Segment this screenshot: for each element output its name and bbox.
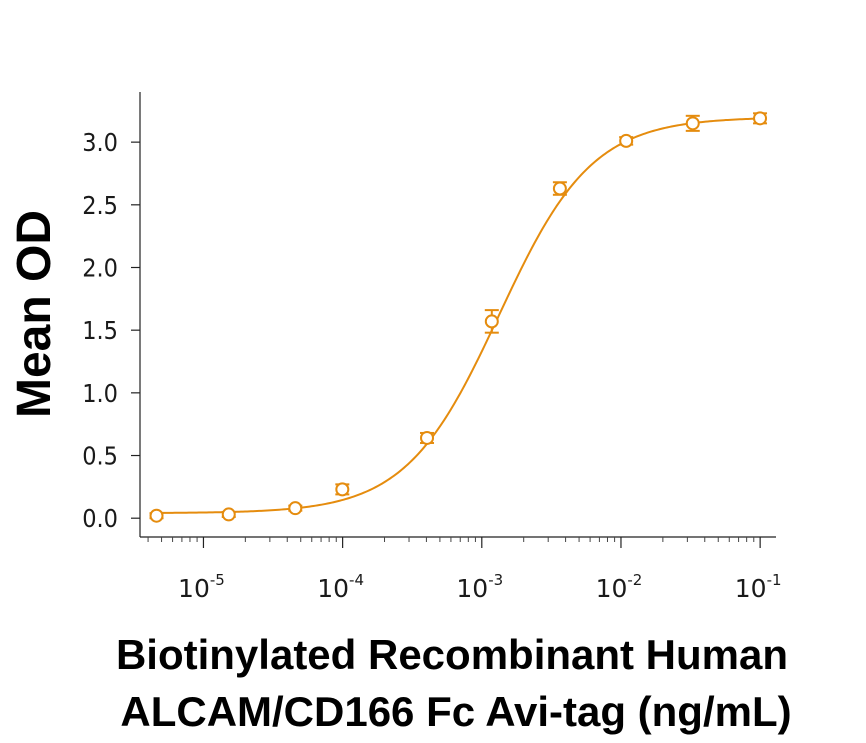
- point-marker: [753, 111, 768, 126]
- x-tick-label: 10-3: [456, 571, 503, 603]
- point-marker: [484, 314, 499, 329]
- data-point: [288, 501, 303, 516]
- data-point: [335, 482, 350, 497]
- data-point: [753, 111, 768, 126]
- point-marker: [335, 482, 350, 497]
- data-points: [149, 111, 768, 523]
- point-marker: [619, 133, 634, 148]
- y-tick-label: 1.5: [82, 316, 118, 345]
- y-ticks: 0.0 0.5 1.0 1.5 2.0 2.5 3.0: [82, 128, 140, 533]
- point-marker: [420, 430, 435, 445]
- data-point: [552, 181, 567, 196]
- axes: [139, 92, 776, 538]
- fit-curve: [156, 117, 761, 514]
- data-point: [149, 508, 164, 523]
- y-tick-label: 2.0: [82, 253, 118, 282]
- data-point: [685, 114, 700, 132]
- x-axis-title-line-1: Biotinylated Recombinant Human: [116, 631, 788, 678]
- x-ticks: 10-5 10-4 10-3 10-2 10-1: [147, 537, 782, 603]
- data-point: [484, 309, 499, 334]
- y-tick-label: 0.0: [82, 504, 118, 533]
- data-point: [221, 507, 236, 522]
- data-point: [619, 133, 634, 148]
- x-tick-label: 10-1: [735, 571, 782, 603]
- data-point: [420, 430, 435, 445]
- y-axis-title: Mean OD: [8, 210, 61, 418]
- point-marker: [552, 181, 567, 196]
- point-marker: [221, 507, 236, 522]
- y-tick-label: 0.5: [82, 442, 118, 471]
- x-tick-label: 10-5: [178, 571, 225, 603]
- y-tick-label: 2.5: [82, 191, 118, 220]
- point-marker: [288, 501, 303, 516]
- x-tick-label: 10-2: [596, 571, 643, 603]
- x-axis-title-line-2: ALCAM/CD166 Fc Avi-tag (ng/mL): [120, 688, 791, 735]
- point-marker: [685, 116, 700, 131]
- x-tick-label: 10-4: [317, 571, 364, 603]
- y-tick-label: 3.0: [82, 128, 118, 157]
- point-marker: [149, 508, 164, 523]
- y-tick-label: 1.0: [82, 379, 118, 408]
